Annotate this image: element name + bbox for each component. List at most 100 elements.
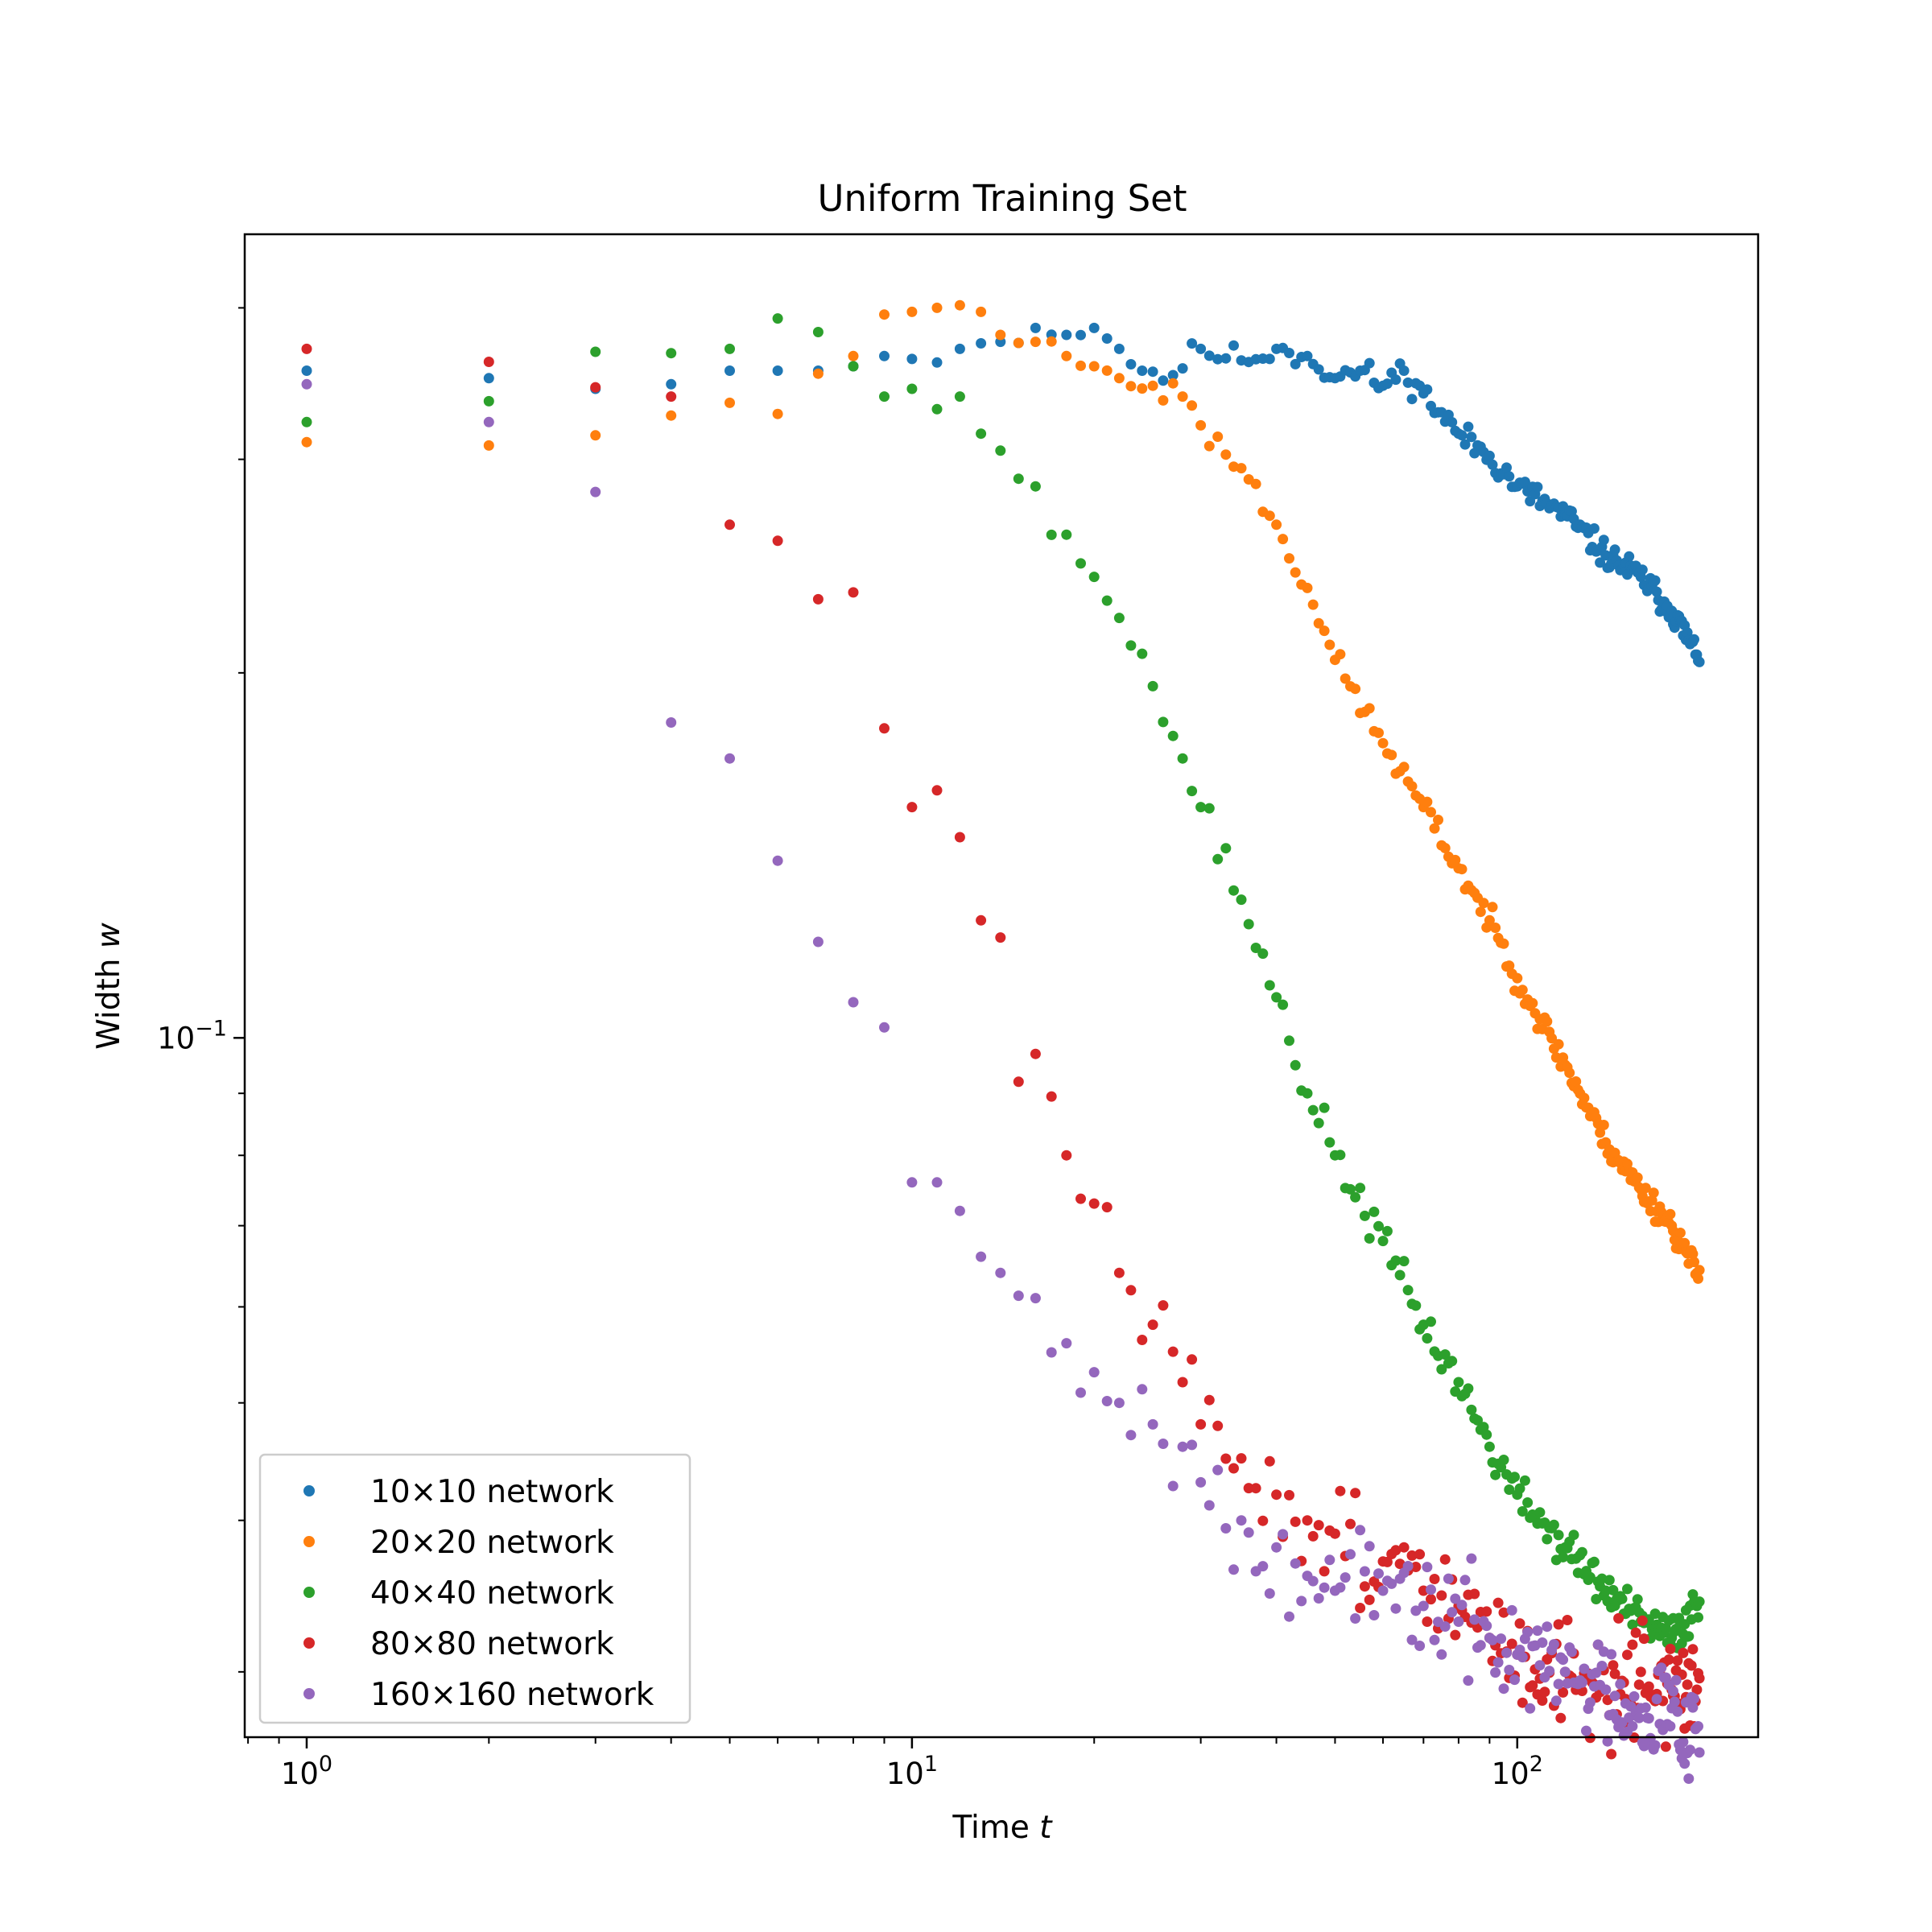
data-point — [1643, 1681, 1654, 1692]
data-point — [1608, 1584, 1619, 1596]
data-point — [1422, 1616, 1433, 1627]
data-point — [1406, 1634, 1418, 1645]
data-point — [1284, 1489, 1294, 1501]
x-tick-base: 10 — [1492, 1757, 1530, 1791]
data-point — [1627, 1720, 1638, 1732]
data-point — [1290, 567, 1301, 578]
data-point — [1571, 1076, 1582, 1087]
data-point — [1284, 348, 1294, 358]
x-tick-exponent: 1 — [924, 1752, 938, 1777]
data-point — [1463, 1675, 1474, 1686]
data-point — [1187, 1439, 1198, 1451]
data-point — [1313, 364, 1324, 375]
data-point — [590, 382, 601, 393]
data-point — [1414, 1549, 1426, 1560]
data-point — [1061, 329, 1072, 341]
data-point — [954, 1205, 965, 1216]
data-point — [1694, 1596, 1705, 1608]
data-point — [1509, 1472, 1520, 1483]
data-point — [1203, 350, 1215, 361]
data-point — [1319, 1582, 1330, 1593]
data-point — [1101, 595, 1113, 606]
data-point — [1284, 553, 1294, 564]
data-point — [1228, 340, 1239, 351]
data-point — [1350, 1191, 1361, 1203]
data-point — [995, 329, 1006, 341]
data-point — [976, 914, 987, 926]
data-point — [812, 936, 824, 947]
data-point — [1302, 350, 1313, 361]
data-point — [1377, 1236, 1389, 1247]
data-point — [1061, 1150, 1072, 1161]
data-point — [1422, 1562, 1433, 1573]
data-point — [1319, 1566, 1330, 1577]
data-point — [1542, 1534, 1553, 1545]
data-point — [1257, 948, 1269, 960]
data-point — [1313, 1520, 1324, 1531]
data-point — [1426, 1594, 1436, 1605]
legend-marker — [303, 1536, 315, 1547]
data-point — [1075, 1193, 1086, 1204]
data-point — [1689, 634, 1699, 645]
data-point — [1359, 1210, 1370, 1221]
data-point — [1633, 1712, 1645, 1724]
data-point — [1490, 923, 1501, 933]
data-point — [1030, 481, 1041, 492]
legend-label: 160×160 network — [370, 1677, 654, 1713]
data-point — [1212, 431, 1224, 442]
data-point — [1307, 599, 1319, 610]
data-point — [1236, 463, 1247, 474]
data-point — [1075, 329, 1086, 341]
data-point — [1167, 730, 1179, 741]
data-point — [1296, 1596, 1307, 1607]
data-point — [1663, 1654, 1674, 1666]
data-point — [1568, 1530, 1579, 1541]
data-point — [1390, 1603, 1402, 1614]
data-point — [1220, 1523, 1232, 1534]
data-point — [1324, 1554, 1335, 1566]
data-point — [1686, 1660, 1697, 1671]
data-point — [1469, 1614, 1480, 1625]
data-point — [1694, 656, 1705, 667]
data-point — [1113, 1397, 1125, 1409]
data-point — [1212, 853, 1224, 865]
data-point — [666, 410, 677, 421]
data-point — [931, 1177, 943, 1188]
data-point — [1355, 1183, 1366, 1194]
data-point — [1426, 1316, 1436, 1327]
data-point — [1167, 378, 1179, 389]
data-point — [1195, 343, 1207, 354]
data-point — [1490, 1469, 1501, 1480]
data-point — [724, 753, 735, 764]
data-point — [1429, 1634, 1440, 1645]
data-point — [1257, 1515, 1269, 1526]
data-point — [1359, 1566, 1370, 1577]
data-point — [1651, 1694, 1662, 1705]
data-point — [1606, 1748, 1617, 1760]
data-point — [1693, 1612, 1703, 1623]
data-point — [1450, 1593, 1461, 1604]
data-point — [1158, 394, 1169, 406]
data-point — [1147, 1418, 1158, 1430]
data-point — [1562, 1615, 1573, 1625]
data-point — [1125, 381, 1137, 392]
data-point — [1381, 1556, 1393, 1567]
data-point — [1243, 919, 1254, 930]
data-point — [1656, 1662, 1667, 1674]
data-point — [1390, 1545, 1402, 1556]
data-point — [1075, 558, 1086, 569]
data-point — [1633, 1679, 1645, 1690]
data-point — [772, 408, 783, 419]
data-point — [483, 373, 494, 384]
data-point — [1475, 1640, 1486, 1651]
data-point — [1125, 640, 1137, 651]
data-point — [1377, 1585, 1389, 1596]
data-point — [1616, 1593, 1628, 1604]
data-point — [1439, 1554, 1451, 1565]
data-point — [1147, 366, 1158, 378]
data-point — [1203, 1394, 1215, 1406]
x-tick-base: 10 — [281, 1757, 319, 1791]
data-point — [1436, 1649, 1447, 1660]
data-point — [1542, 1016, 1553, 1027]
